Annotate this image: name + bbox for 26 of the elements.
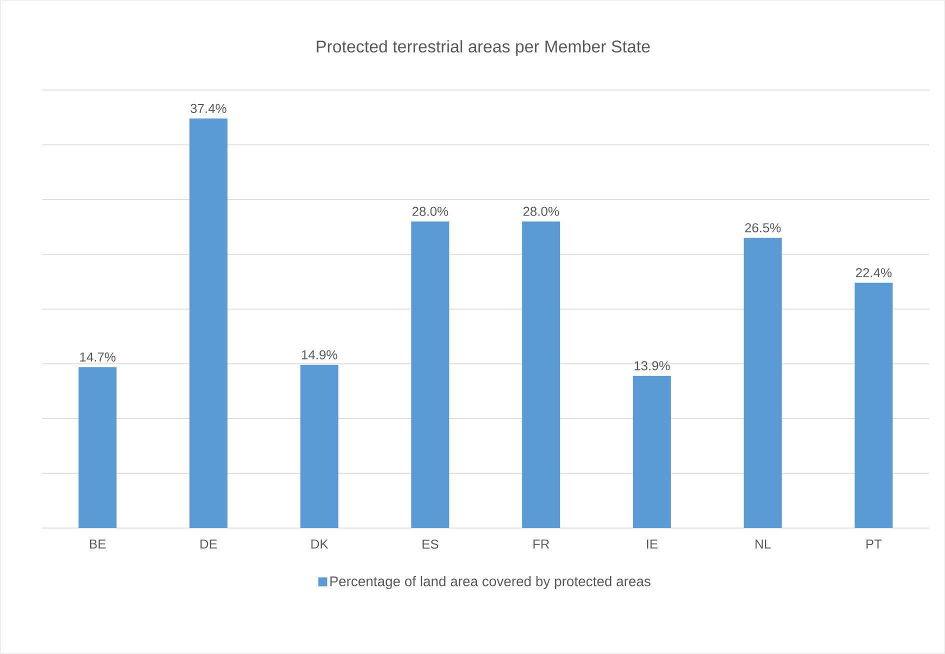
- x-tick-label: DK: [311, 540, 328, 548]
- bar: [522, 221, 560, 528]
- chart-title: Protected terrestrial areas per Member State: [316, 40, 650, 56]
- data-label: 26.5%: [745, 223, 781, 232]
- x-tick-label: BE: [90, 540, 106, 548]
- bar: [78, 367, 117, 528]
- bar: [854, 282, 893, 528]
- x-tick-label: IE: [647, 540, 658, 548]
- bar: [411, 221, 450, 528]
- x-tick-label: ES: [422, 540, 438, 549]
- data-label: 28.0%: [523, 206, 559, 216]
- bar: [300, 364, 338, 528]
- data-label: 37.4%: [190, 104, 226, 114]
- data-label: 14.9%: [302, 350, 338, 360]
- data-label: 13.9%: [634, 361, 670, 370]
- legend-label: Percentage of land area covered by protected areas: [330, 576, 650, 590]
- x-tick-label: PT: [866, 540, 882, 548]
- data-label: 28.0%: [412, 206, 448, 216]
- bar: [189, 118, 228, 528]
- bar: [632, 376, 671, 528]
- data-label: 14.7%: [80, 352, 116, 362]
- x-tick-label: DE: [200, 540, 217, 548]
- data-label: 22.4%: [856, 268, 892, 278]
- x-tick-label: FR: [534, 540, 550, 548]
- x-tick-label: NL: [756, 540, 771, 548]
- bar: [744, 238, 782, 528]
